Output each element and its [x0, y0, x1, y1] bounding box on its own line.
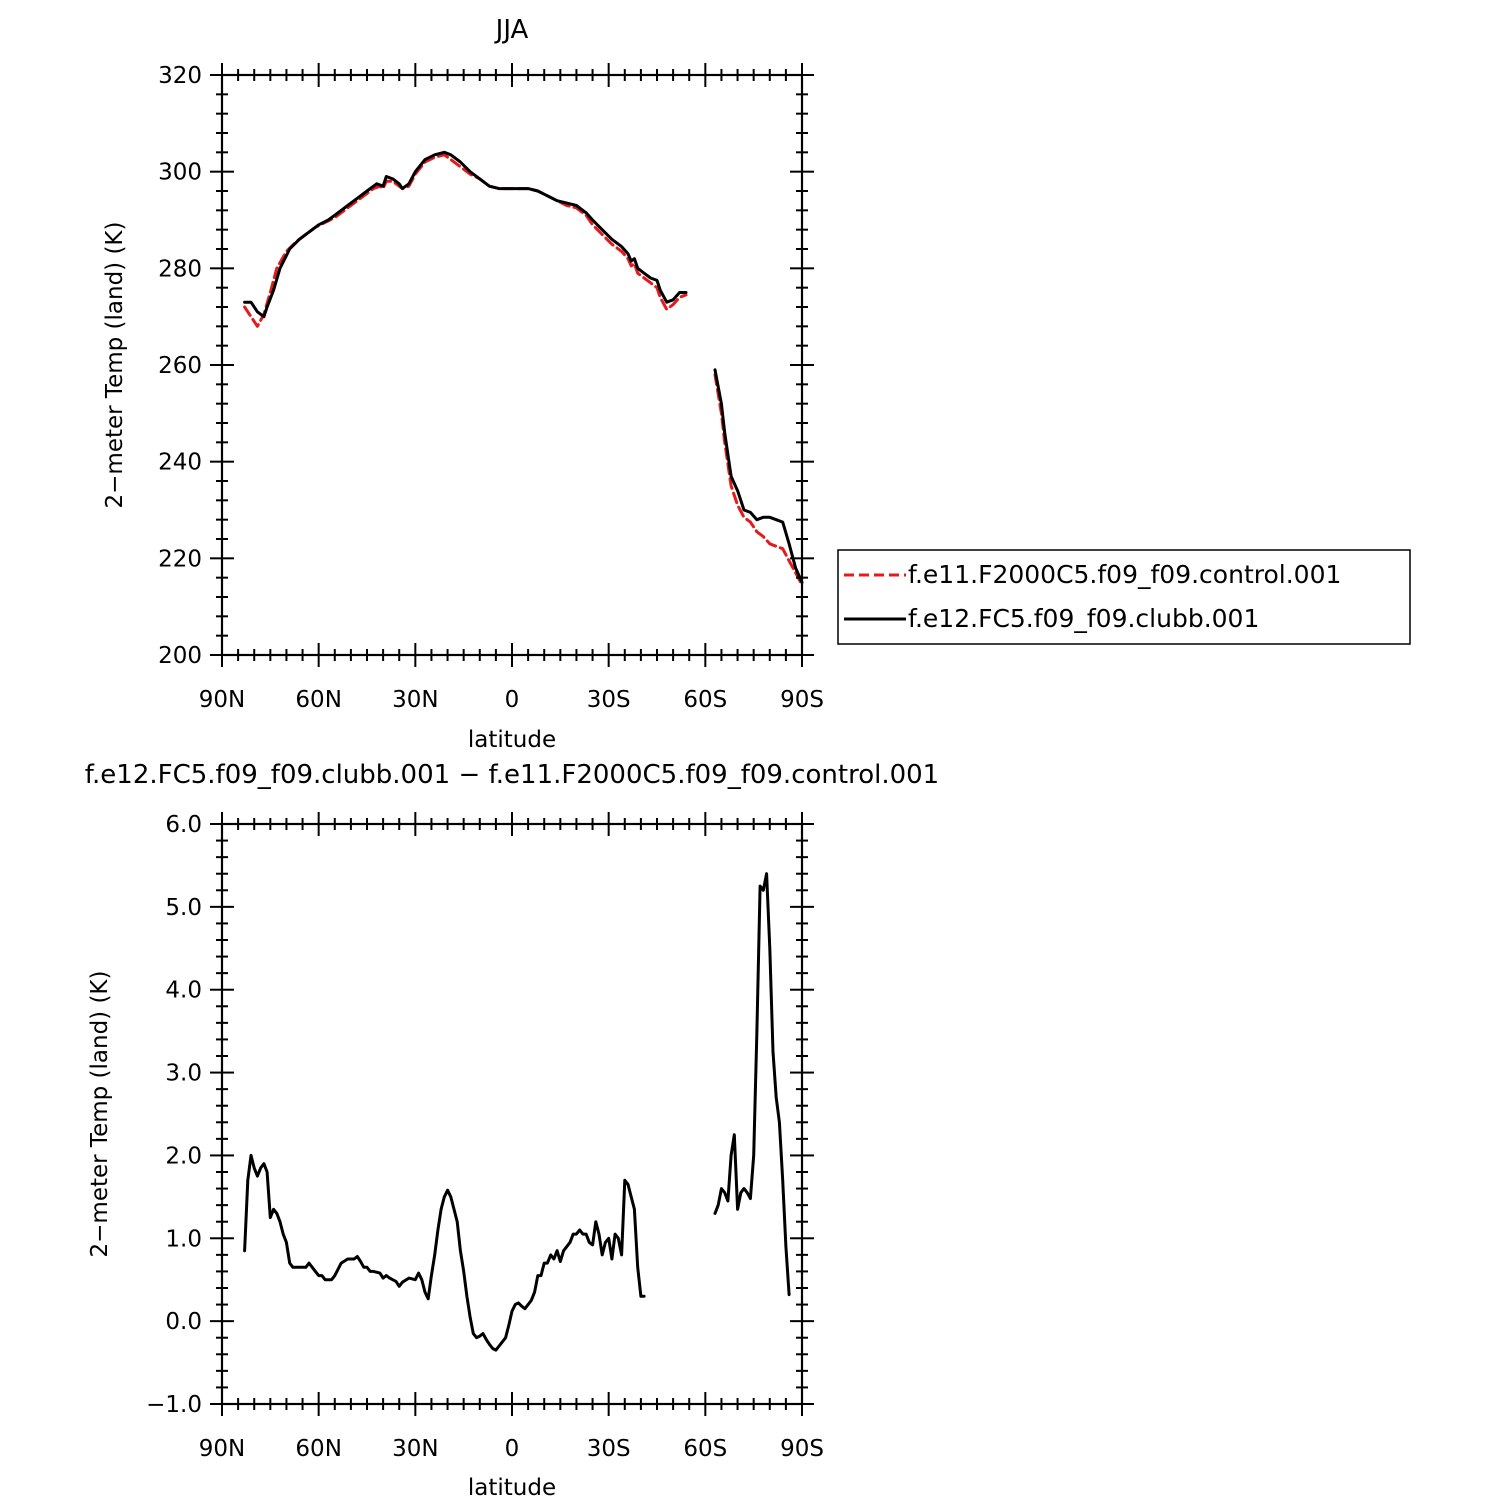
y-tick-label: 3.0	[165, 1061, 202, 1087]
y-tick-label: 0.0	[165, 1309, 202, 1335]
y-tick-label: 6.0	[165, 812, 202, 838]
y-axis-title-top: 2−meter Temp (land) (K)	[102, 222, 128, 509]
series-line-top-1-seg1	[713, 368, 804, 584]
y-tick-label: 240	[158, 450, 202, 476]
x-tick-label: 30N	[392, 687, 438, 713]
y-tick-label: 5.0	[165, 895, 202, 921]
panel-bottom: f.e12.FC5.f09_f09.clubb.001 − f.e11.F200…	[85, 760, 939, 1501]
y-tick-label: 200	[158, 643, 202, 669]
x-tick-label: 90S	[780, 1436, 824, 1462]
x-tick-label: 90N	[199, 687, 245, 713]
series-line-top-1-seg0	[243, 150, 688, 319]
x-tick-label: 60N	[295, 687, 341, 713]
series-line-top-0-seg0	[243, 153, 688, 328]
panel-top: JJA 90N 60N 30N 0 30S 60S 90S 200 220 240 260 280 30…	[102, 15, 1411, 753]
x-axis-title-top: latitude	[468, 727, 556, 753]
series-line-bottom-0-seg0	[243, 1153, 646, 1352]
ticks-bottom: 90N 60N 30N 0 30S 60S 90S −1.0 0.0 1.0 2.0 3.0 4.0 5.…	[146, 812, 824, 1462]
x-tick-label: 0	[505, 1436, 520, 1462]
y-tick-label: 1.0	[165, 1226, 202, 1252]
ticks-top: 90N 60N 30N 0 30S 60S 90S 200 220 240 260 280 300 320	[158, 63, 824, 713]
x-axis-title-bottom: latitude	[468, 1475, 556, 1501]
legend-label-clubb: f.e12.FC5.f09_f09.clubb.001	[908, 604, 1259, 633]
y-tick-label: 2.0	[165, 1143, 202, 1169]
x-tick-label: 30S	[587, 1436, 631, 1462]
x-tick-label: 30N	[392, 1436, 438, 1462]
legend-label-control: f.e11.F2000C5.f09_f09.control.001	[908, 560, 1341, 589]
x-tick-label: 90N	[199, 1436, 245, 1462]
legend: f.e11.F2000C5.f09_f09.control.001 f.e12.…	[837, 549, 1411, 645]
series-line-bottom-0-seg1	[713, 872, 791, 1297]
y-tick-label: 300	[158, 160, 202, 186]
y-tick-label: 280	[158, 256, 202, 282]
plot-frame-top	[220, 73, 804, 657]
x-tick-label: 60S	[683, 1436, 727, 1462]
y-tick-label: 260	[158, 353, 202, 379]
series-line-top-0-seg1	[713, 373, 804, 587]
x-tick-label: 0	[505, 687, 520, 713]
chart-title-top: JJA	[494, 15, 529, 45]
x-tick-label: 60N	[295, 1436, 341, 1462]
y-tick-label: −1.0	[146, 1392, 202, 1418]
y-tick-label: 4.0	[165, 978, 202, 1004]
x-tick-label: 30S	[587, 687, 631, 713]
x-tick-label: 60S	[683, 687, 727, 713]
y-tick-label: 220	[158, 546, 202, 572]
legend-box	[837, 549, 1411, 645]
y-axis-title-bottom: 2−meter Temp (land) (K)	[87, 971, 113, 1258]
x-tick-label: 90S	[780, 687, 824, 713]
series-layer-bottom	[243, 872, 791, 1352]
series-layer-top	[243, 150, 804, 587]
y-tick-label: 320	[158, 63, 202, 89]
chart-title-bottom: f.e12.FC5.f09_f09.clubb.001 − f.e11.F200…	[85, 760, 939, 790]
